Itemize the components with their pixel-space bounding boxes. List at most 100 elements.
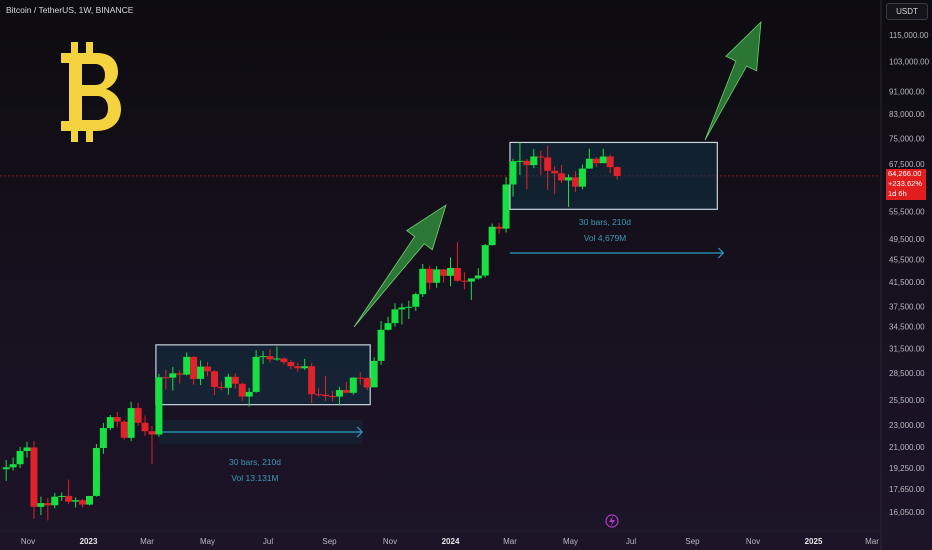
candle-body bbox=[51, 496, 59, 506]
candle-body bbox=[204, 366, 212, 372]
candle-body bbox=[92, 448, 100, 496]
y-tick-label: 67,500.00 bbox=[889, 160, 925, 169]
candle-body bbox=[217, 386, 225, 388]
lightning-icon bbox=[605, 514, 619, 528]
candle-body bbox=[23, 447, 31, 451]
y-tick-label: 28,500.00 bbox=[889, 369, 925, 378]
candle-body bbox=[148, 431, 156, 435]
range-volume-label: Vol 13.131M bbox=[231, 473, 278, 483]
y-tick-label: 45,500.00 bbox=[889, 256, 925, 265]
candle-body bbox=[433, 269, 441, 283]
y-tick-label: 23,000.00 bbox=[889, 421, 925, 430]
y-tick-label: 34,500.00 bbox=[889, 323, 925, 332]
candle-body bbox=[578, 168, 586, 187]
candle-body bbox=[315, 394, 323, 396]
candle-body bbox=[44, 503, 52, 506]
candle-body bbox=[370, 360, 378, 388]
y-tick-label: 25,500.00 bbox=[889, 396, 925, 405]
candle-countdown: 1d 6h bbox=[888, 189, 907, 198]
candle-body bbox=[502, 184, 510, 229]
y-tick-label: 17,650.00 bbox=[889, 485, 925, 494]
candle-body bbox=[426, 268, 434, 283]
candle-body bbox=[141, 422, 149, 432]
x-tick-label: Nov bbox=[383, 537, 397, 546]
candle-body bbox=[391, 309, 399, 324]
candle-body bbox=[447, 267, 455, 276]
candle-body bbox=[405, 306, 413, 308]
candle-body bbox=[335, 390, 343, 397]
range-bars-label: 30 bars, 210d bbox=[579, 217, 631, 227]
candle-body bbox=[349, 377, 357, 393]
candle-body bbox=[565, 177, 573, 181]
x-tick-label: Sep bbox=[685, 537, 700, 546]
candle-body bbox=[412, 294, 420, 307]
x-tick-label: Mar bbox=[865, 537, 879, 546]
last-price-value: 64,266.00 bbox=[888, 169, 922, 178]
bitcoin-logo-icon bbox=[61, 42, 121, 142]
y-tick-label: 103,000.00 bbox=[889, 58, 930, 67]
y-tick-label: 21,000.00 bbox=[889, 443, 925, 452]
candle-body bbox=[551, 170, 559, 174]
candle-body bbox=[280, 358, 288, 363]
candle-body bbox=[155, 377, 163, 435]
y-tick-label: 91,000.00 bbox=[889, 88, 925, 97]
candle-body bbox=[120, 421, 128, 438]
x-tick-label: Jul bbox=[263, 537, 273, 546]
symbol-title[interactable]: Bitcoin / TetherUS, 1W, BINANCE bbox=[6, 5, 134, 15]
candle-body bbox=[495, 226, 503, 229]
candle-body bbox=[85, 495, 93, 505]
x-tick-label: 2023 bbox=[80, 537, 98, 546]
candle-body bbox=[72, 500, 80, 502]
candle-body bbox=[328, 396, 336, 398]
x-tick-label: Nov bbox=[746, 537, 760, 546]
candle-body bbox=[190, 356, 198, 379]
candle-body bbox=[363, 378, 371, 388]
candle-body bbox=[453, 267, 461, 281]
candle-body bbox=[398, 307, 406, 310]
x-tick-label: 2025 bbox=[805, 537, 823, 546]
lightning-bolt-icon bbox=[609, 516, 615, 526]
candle-body bbox=[30, 447, 38, 507]
candle-body bbox=[571, 177, 579, 187]
y-tick-label: 31,500.00 bbox=[889, 345, 925, 354]
candle-body bbox=[377, 329, 385, 361]
range-bars-label: 30 bars, 210d bbox=[229, 457, 281, 467]
y-tick-label: 49,500.00 bbox=[889, 235, 925, 244]
x-tick-label: Jul bbox=[626, 537, 636, 546]
candle-body bbox=[606, 156, 614, 168]
candle-body bbox=[523, 160, 531, 166]
candle-body bbox=[169, 373, 177, 378]
candle-body bbox=[322, 394, 330, 397]
candle-body bbox=[356, 377, 364, 379]
candle-body bbox=[176, 373, 184, 375]
x-tick-label: Mar bbox=[503, 537, 517, 546]
candle-body bbox=[183, 356, 191, 375]
candle-body bbox=[37, 503, 45, 507]
range-arrow-head bbox=[717, 247, 725, 259]
candle-body bbox=[474, 275, 482, 279]
candle-body bbox=[273, 358, 281, 360]
candle-body bbox=[113, 417, 121, 422]
currency-selector[interactable]: USDT bbox=[886, 3, 928, 20]
candle-body bbox=[162, 377, 170, 379]
candle-body bbox=[537, 156, 545, 158]
candle-body bbox=[58, 495, 66, 497]
candle-body bbox=[342, 390, 350, 393]
candle-body bbox=[259, 356, 267, 358]
candle-body bbox=[419, 268, 427, 295]
x-tick-label: 2024 bbox=[442, 537, 460, 546]
x-tick-label: Nov bbox=[21, 537, 35, 546]
projection-arrow bbox=[353, 204, 447, 328]
last-price-badge: 64,266.00 +233.62% 1d 6h bbox=[886, 169, 926, 200]
range-arrow-head bbox=[356, 426, 364, 438]
candle-body bbox=[592, 158, 600, 164]
candle-body bbox=[9, 464, 17, 468]
candle-body bbox=[16, 450, 24, 465]
y-tick-label: 75,000.00 bbox=[889, 135, 925, 144]
projection-arrow bbox=[704, 20, 762, 141]
y-tick-label: 37,500.00 bbox=[889, 302, 925, 311]
candle-body bbox=[516, 160, 524, 162]
x-tick-label: Sep bbox=[322, 537, 337, 546]
candle-body bbox=[134, 408, 142, 423]
